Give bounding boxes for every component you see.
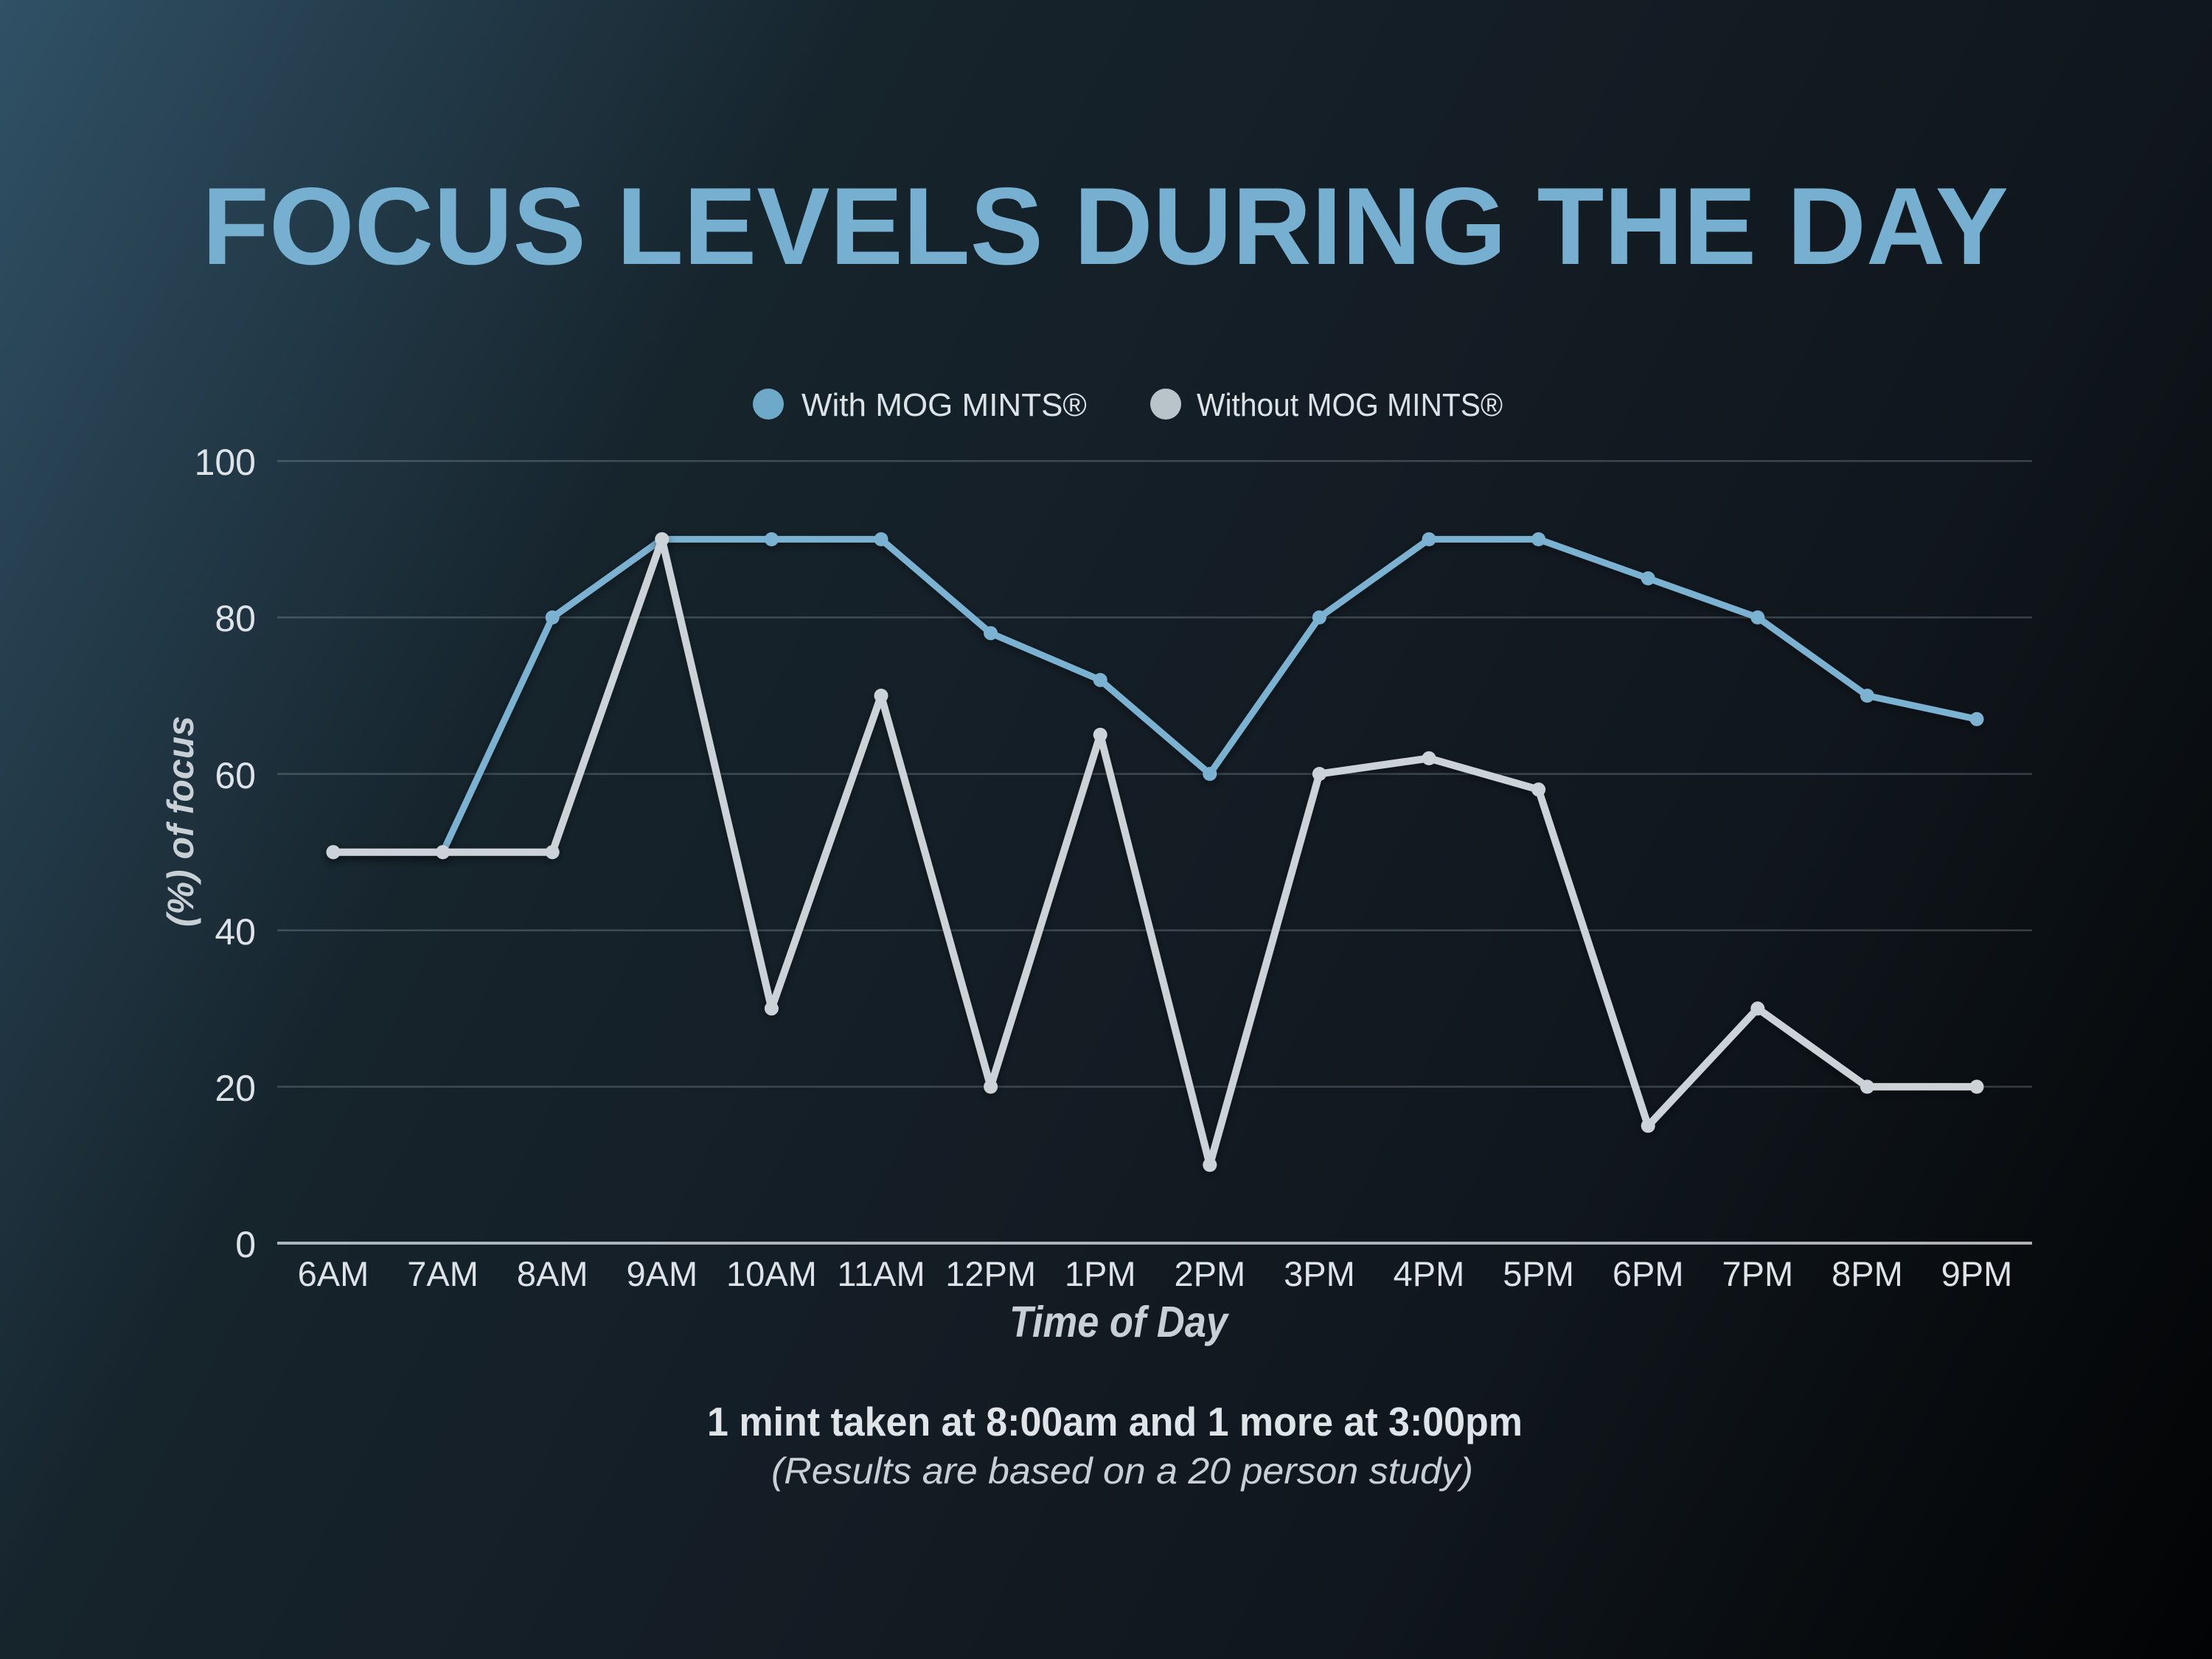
svg-text:9AM: 9AM	[626, 1254, 698, 1293]
svg-text:6PM: 6PM	[1613, 1254, 1684, 1293]
svg-text:12PM: 12PM	[945, 1254, 1036, 1293]
svg-text:5PM: 5PM	[1503, 1254, 1574, 1293]
svg-text:40: 40	[215, 911, 256, 953]
svg-text:9PM: 9PM	[1941, 1254, 2013, 1293]
svg-text:7PM: 7PM	[1722, 1254, 1793, 1293]
svg-text:8PM: 8PM	[1832, 1254, 1903, 1293]
svg-text:6AM: 6AM	[298, 1254, 369, 1293]
svg-text:(Results are based on a 20 per: (Results are based on a 20 person study)	[771, 1450, 1473, 1492]
svg-text:7AM: 7AM	[407, 1254, 479, 1293]
svg-text:60: 60	[215, 755, 256, 796]
svg-text:Time of Day: Time of Day	[1009, 1298, 1230, 1346]
svg-text:4PM: 4PM	[1394, 1254, 1465, 1293]
svg-text:20: 20	[215, 1068, 256, 1109]
svg-text:3PM: 3PM	[1284, 1254, 1355, 1293]
svg-text:10AM: 10AM	[726, 1254, 817, 1293]
svg-text:100: 100	[195, 442, 256, 483]
svg-text:80: 80	[215, 598, 256, 639]
svg-text:FOCUS LEVELS DURING THE DAY: FOCUS LEVELS DURING THE DAY	[202, 164, 2008, 288]
svg-text:0: 0	[235, 1224, 256, 1265]
svg-text:1 mint taken at 8:00am and 1 m: 1 mint taken at 8:00am and 1 more at 3:0…	[707, 1399, 1523, 1444]
svg-text:8AM: 8AM	[517, 1254, 588, 1293]
svg-text:2PM: 2PM	[1174, 1254, 1245, 1293]
svg-text:With MOG MINTS®: With MOG MINTS®	[801, 387, 1087, 423]
svg-text:Without MOG MINTS®: Without MOG MINTS®	[1197, 387, 1503, 423]
svg-text:1PM: 1PM	[1065, 1254, 1136, 1293]
svg-text:(%) of focus: (%) of focus	[160, 716, 201, 927]
svg-text:11AM: 11AM	[837, 1254, 925, 1293]
